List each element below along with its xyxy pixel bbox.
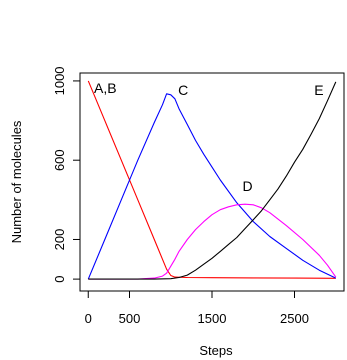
x-tick-label: 2500 bbox=[280, 311, 309, 326]
x-tick-label: 1500 bbox=[198, 311, 227, 326]
y-tick-label: 0 bbox=[52, 275, 67, 282]
curve-label-a-b: A,B bbox=[94, 80, 117, 96]
series-layer bbox=[87, 80, 337, 280]
x-axis: 0 500 1500 2500 bbox=[85, 291, 309, 326]
x-tick-label: 0 bbox=[85, 311, 92, 326]
series-line-c bbox=[87, 93, 337, 280]
series-line-d bbox=[88, 203, 337, 280]
curve-label-layer: A,B C D E bbox=[94, 80, 324, 194]
series-line-a-b bbox=[87, 80, 336, 279]
x-tick-label: 500 bbox=[119, 311, 141, 326]
x-axis-label: Steps bbox=[199, 343, 233, 358]
y-tick-label: 1000 bbox=[52, 66, 67, 95]
y-axis: 0 200 600 1000 bbox=[52, 66, 80, 283]
y-axis-label: Number of molecules bbox=[9, 120, 24, 243]
curve-label-e: E bbox=[314, 82, 323, 98]
y-tick-label: 600 bbox=[52, 149, 67, 171]
curve-label-c: C bbox=[178, 82, 188, 98]
series-line-e bbox=[88, 81, 337, 280]
y-tick-label: 200 bbox=[52, 229, 67, 251]
curve-label-d: D bbox=[243, 178, 253, 194]
